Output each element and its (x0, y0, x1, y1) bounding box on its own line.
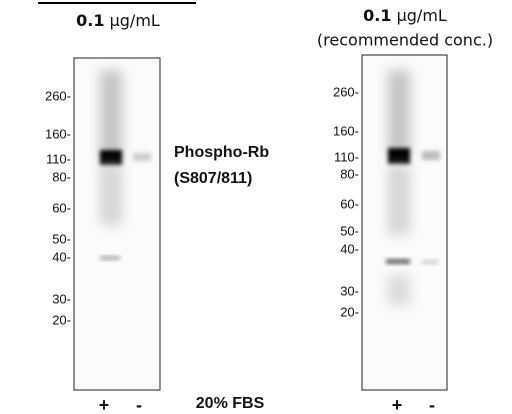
marker-label: 50- (340, 223, 359, 238)
unit: µg/mL (397, 6, 447, 25)
marker-label: 260- (333, 84, 359, 99)
right-note: (recommended conc.) (317, 31, 493, 50)
target-name: Phospho-Rb (174, 144, 269, 161)
lane-label: + (99, 395, 110, 414)
marker-label: 30- (340, 283, 359, 298)
marker-label: 160- (333, 123, 359, 138)
marker-label: 50- (52, 231, 71, 246)
right-blot (361, 54, 448, 391)
lane-label: - (136, 395, 142, 414)
concentration: 0.1 (76, 11, 104, 30)
marker-label: 40- (52, 249, 71, 264)
marker-label: 30- (52, 291, 71, 306)
marker-label: 80- (340, 166, 359, 181)
marker-label: 110- (334, 149, 359, 164)
marker-label: 20- (340, 304, 359, 319)
lane-label: - (429, 395, 435, 414)
marker-label: 260- (45, 88, 71, 103)
right-markers: 260- 160- 110- 80- 60- 50- 40- 30- 20- (333, 84, 359, 319)
marker-label: 60- (52, 200, 71, 215)
marker-label: 60- (340, 196, 359, 211)
marker-label: 40- (340, 241, 359, 256)
marker-label: 160- (45, 126, 71, 141)
marker-label: 110- (46, 151, 71, 166)
unit: µg/mL (110, 11, 160, 30)
left-markers: 260- 160- 110- 80- 60- 50- 40- 30- 20- (45, 88, 71, 327)
marker-label: 80- (52, 169, 71, 184)
target-site: (S807/811) (174, 170, 252, 187)
marker-label: 20- (52, 312, 71, 327)
treatment: 20% FBS (196, 395, 265, 412)
lane-label: + (392, 395, 403, 414)
concentration: 0.1 (363, 6, 391, 25)
left-blot (73, 57, 161, 391)
left-header: 0.1 µg/mL (76, 11, 160, 30)
right-header: 0.1 µg/mL (363, 6, 447, 25)
